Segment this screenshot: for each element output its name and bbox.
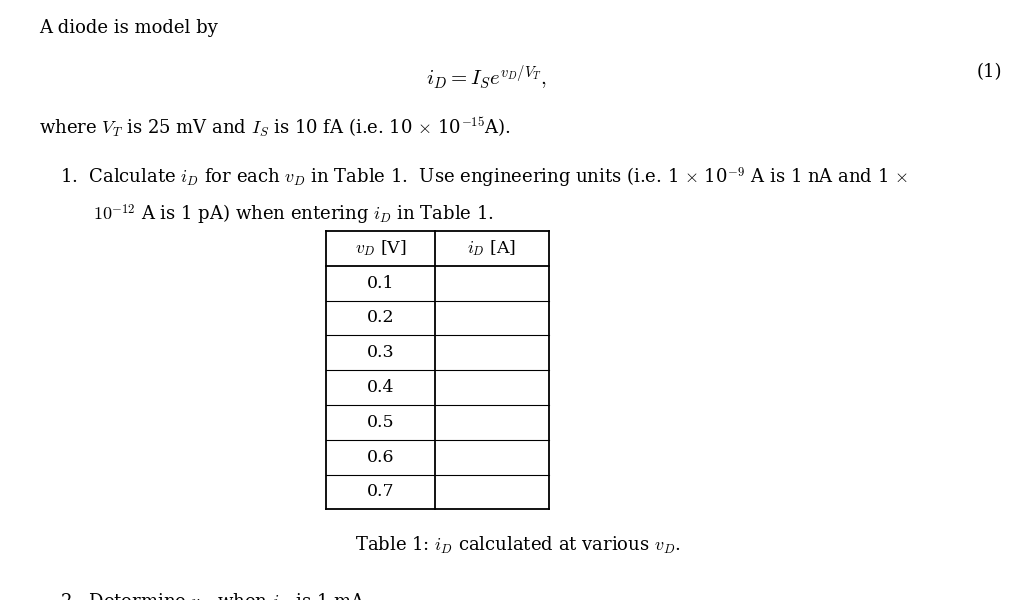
Text: 0.6: 0.6 <box>366 449 394 466</box>
Text: 0.5: 0.5 <box>366 414 394 431</box>
Text: (1): (1) <box>976 63 1002 81</box>
Text: 0.3: 0.3 <box>366 344 394 361</box>
Text: 0.1: 0.1 <box>366 275 394 292</box>
Text: 0.7: 0.7 <box>366 484 394 500</box>
Text: Table 1: $i_D$ calculated at various $v_D$.: Table 1: $i_D$ calculated at various $v_… <box>355 535 680 556</box>
Text: $10^{-12}$ A is 1 pA) when entering $i_D$ in Table 1.: $10^{-12}$ A is 1 pA) when entering $i_D… <box>93 203 494 227</box>
Text: 1.  Calculate $i_D$ for each $v_D$ in Table 1.  Use engineering units (i.e. 1 $\: 1. Calculate $i_D$ for each $v_D$ in Tab… <box>60 165 908 190</box>
Text: where $V_T$ is 25 mV and $I_S$ is 10 fA (i.e. 10 $\times$ 10$^{-15}$A).: where $V_T$ is 25 mV and $I_S$ is 10 fA … <box>39 115 511 139</box>
Text: 0.2: 0.2 <box>366 310 394 326</box>
Text: $i_D$ [A]: $i_D$ [A] <box>467 238 516 259</box>
Text: 2.  Determine $v_D$ when $i_D$ is 1 mA.: 2. Determine $v_D$ when $i_D$ is 1 mA. <box>60 592 369 600</box>
Text: 0.4: 0.4 <box>366 379 394 396</box>
Text: $v_D$ [V]: $v_D$ [V] <box>355 238 406 259</box>
Text: $i_D = I_S e^{v_D/V_T},$: $i_D = I_S e^{v_D/V_T},$ <box>425 63 548 92</box>
Text: A diode is model by: A diode is model by <box>39 19 218 37</box>
